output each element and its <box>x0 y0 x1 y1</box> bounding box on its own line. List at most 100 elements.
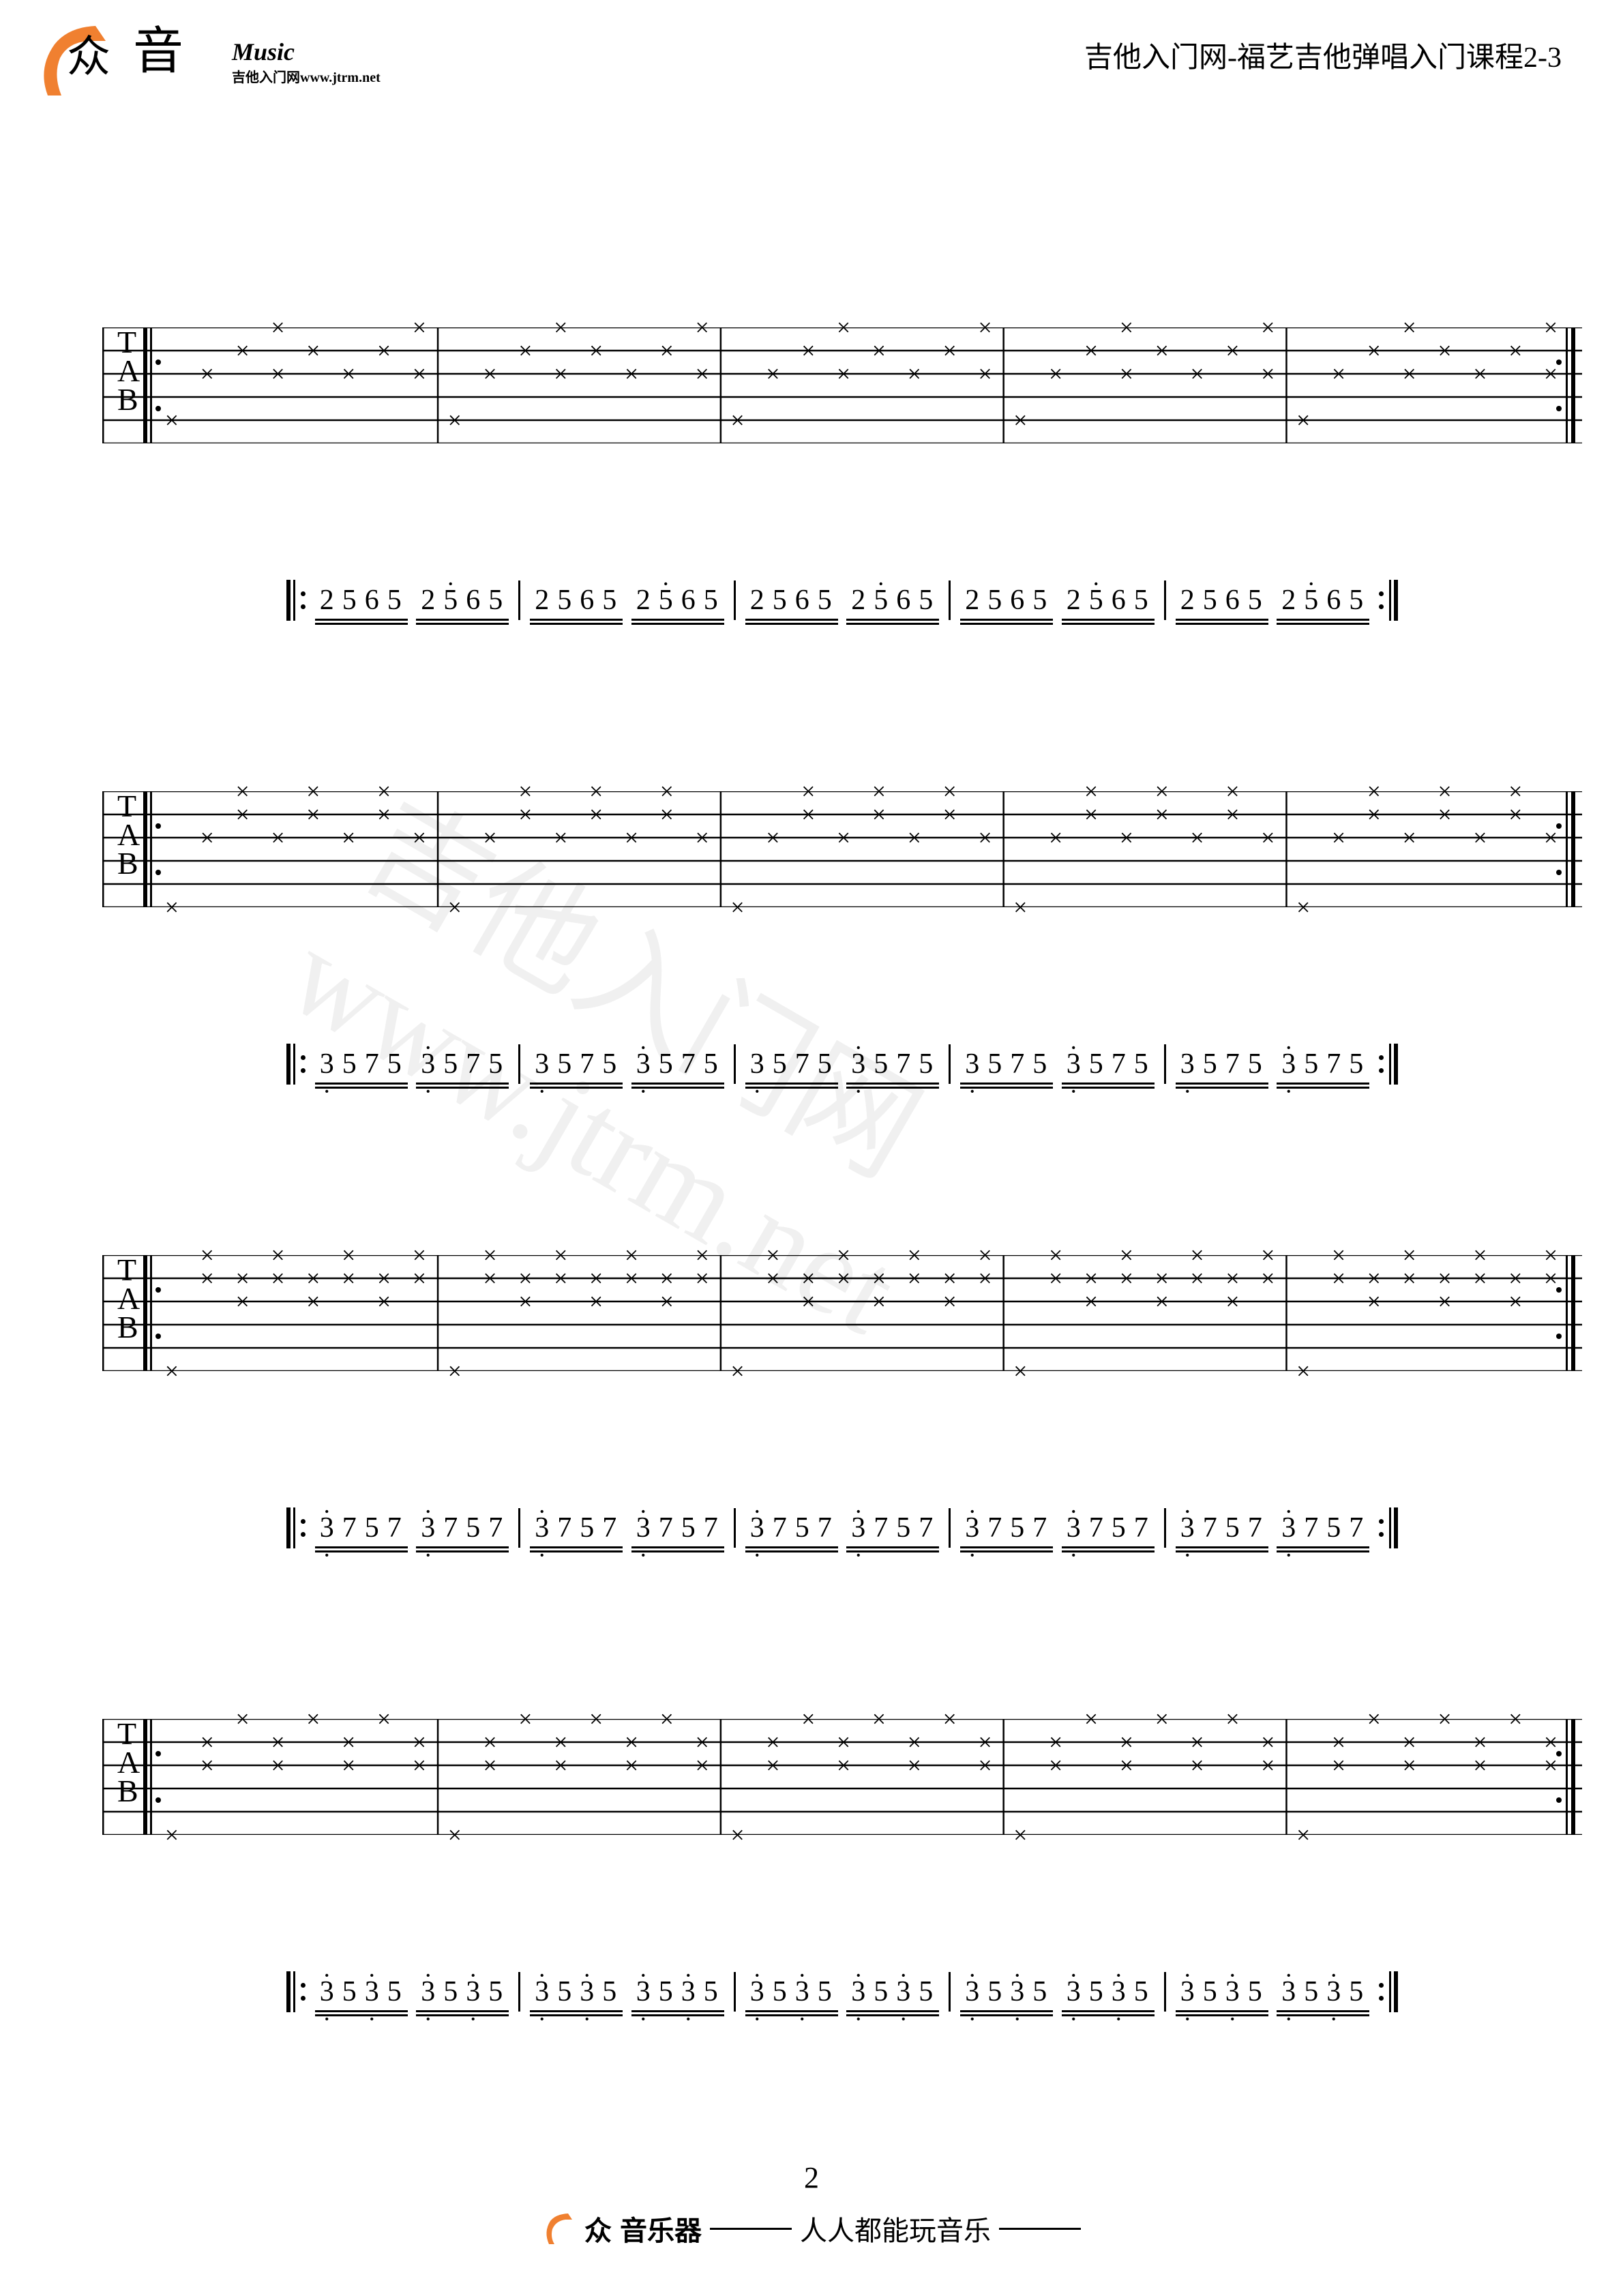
footer-brand-text: 音乐器 <box>620 2209 702 2248</box>
numeric-note: 5 <box>576 1512 599 1544</box>
page-title: 吉他入门网-福艺吉他弹唱入门课程2-3 <box>1084 34 1562 76</box>
numeric-bar: 2565 2565 <box>1176 584 1370 617</box>
tab-row: ××××××××××××××××××××××××××××××××××××××××… <box>102 791 1582 907</box>
numeric-beam-group: 3575 <box>960 1048 1053 1080</box>
numeric-note: 5 <box>554 1976 576 2007</box>
numeric-note: 5 <box>870 1048 893 1080</box>
numeric-bar: 3535 3535 <box>315 1975 509 2008</box>
numeric-note: 7 <box>599 1512 621 1544</box>
numeric-note: 5 <box>655 585 678 616</box>
numeric-note: 5 <box>485 1976 507 2007</box>
numeric-note: 3 <box>678 1976 700 2007</box>
staff-block: ××××××××××××××××××××××××××××××××××××××××… <box>102 327 1582 621</box>
numeric-note: 5 <box>1131 1976 1153 2007</box>
numeric-note: 6 <box>1323 585 1345 616</box>
numeric-bar: 2565 2565 <box>530 584 724 617</box>
numeric-note: 5 <box>814 1976 837 2007</box>
page-footer: 2 众 音乐器 人人都能玩音乐 <box>0 2160 1623 2248</box>
numeric-beam-group: 3535 <box>530 1975 623 2008</box>
numeric-note: 7 <box>678 1048 700 1080</box>
numeric-note: 6 <box>576 585 599 616</box>
numeric-note: 5 <box>1345 1976 1368 2007</box>
numeric-beam-group: 2565 <box>530 584 623 617</box>
numeric-note: 7 <box>1086 1512 1108 1544</box>
staff-block: ××××××××××××××××××××××××××××××××××××××××… <box>102 1255 1582 1548</box>
numeric-note: 5 <box>915 585 938 616</box>
numeric-beam-group: 2565 <box>1277 584 1369 617</box>
numeric-note: 3 <box>962 1976 984 2007</box>
numeric-barline <box>518 1508 520 1548</box>
numeric-note: 5 <box>485 1048 507 1080</box>
numeric-note: 5 <box>1131 585 1153 616</box>
numeric-note: 3 <box>361 1976 384 2007</box>
numeric-note: 3 <box>1278 1048 1300 1080</box>
numeric-note: 5 <box>554 1048 576 1080</box>
numeric-note: 5 <box>769 1976 792 2007</box>
numeric-note: 3 <box>417 1048 440 1080</box>
numeric-beam-group: 3575 <box>631 1048 724 1080</box>
numeric-beam-group: 2565 <box>1176 584 1268 617</box>
numeric-note: 3 <box>316 1048 339 1080</box>
numeric-note: 5 <box>814 1048 837 1080</box>
numeric-beam-group: 3575 <box>846 1048 939 1080</box>
numeric-note: 3 <box>531 1512 554 1544</box>
numeric-beam-group: 3757 <box>315 1512 408 1544</box>
numeric-note: 5 <box>1245 1048 1267 1080</box>
numeric-barline <box>734 1044 736 1084</box>
numeric-note: 3 <box>747 1976 769 2007</box>
numeric-notation-row: 2565 25652565 25652565 25652565 25652565… <box>102 580 1582 621</box>
numeric-note: 5 <box>1108 1512 1131 1544</box>
numeric-note: 5 <box>1007 1512 1029 1544</box>
numeric-note: 7 <box>1222 1048 1245 1080</box>
numeric-barline <box>734 580 736 620</box>
tab-row: ××××××××××××××××××××××××××××××××××××××××… <box>102 1719 1582 1835</box>
numeric-note: 2 <box>962 585 984 616</box>
numeric-note: 5 <box>915 1976 938 2007</box>
numeric-note: 5 <box>1245 585 1267 616</box>
numeric-bar: 3535 3535 <box>530 1975 724 2008</box>
numeric-note: 7 <box>485 1512 507 1544</box>
numeric-note: 3 <box>848 1976 870 2007</box>
numeric-bar: 3575 3575 <box>960 1048 1155 1080</box>
numeric-note: 7 <box>1345 1512 1368 1544</box>
numeric-note: 2 <box>1177 585 1200 616</box>
numeric-beam-group: 3575 <box>745 1048 838 1080</box>
footer-divider <box>999 2228 1081 2230</box>
tab-clef-label: TAB <box>117 1715 140 1801</box>
numeric-note: 5 <box>440 585 462 616</box>
numeric-notation-row: 3575 35753575 35753575 35753575 35753575… <box>102 1044 1582 1085</box>
numeric-beam-group: 2565 <box>315 584 408 617</box>
numeric-note: 5 <box>599 1976 621 2007</box>
numeric-note: 3 <box>1177 1512 1200 1544</box>
footer-slogan: 人人都能玩音乐 <box>800 2209 991 2248</box>
numeric-note: 3 <box>1063 1512 1086 1544</box>
numeric-note: 2 <box>417 585 440 616</box>
numeric-barline <box>1164 580 1166 620</box>
numeric-beam-group: 3575 <box>530 1048 623 1080</box>
tab-staff-lines <box>102 1719 1582 1835</box>
numeric-beam-group: 3535 <box>1176 1975 1268 2008</box>
numeric-note: 5 <box>1300 1048 1323 1080</box>
page-number: 2 <box>0 2160 1623 2195</box>
repeat-end-sign <box>1375 1044 1399 1085</box>
numeric-note: 7 <box>1108 1048 1131 1080</box>
numeric-bar: 2565 2565 <box>745 584 940 617</box>
numeric-note: 6 <box>462 585 485 616</box>
tab-staff-lines <box>102 327 1582 443</box>
staff-block: ××××××××××××××××××××××××××××××××××××××××… <box>102 1719 1582 2012</box>
numeric-note: 7 <box>554 1512 576 1544</box>
numeric-note: 3 <box>747 1512 769 1544</box>
numeric-note: 6 <box>1222 585 1245 616</box>
numeric-barline <box>949 1972 951 2012</box>
numeric-note: 3 <box>792 1976 814 2007</box>
numeric-note: 6 <box>792 585 814 616</box>
repeat-start-sign <box>285 1971 310 2012</box>
logo-text-group: Music 吉他入门网www.jtrm.net <box>232 38 381 86</box>
numeric-note: 5 <box>1200 585 1222 616</box>
numeric-note: 5 <box>1345 585 1368 616</box>
numeric-note: 7 <box>700 1512 723 1544</box>
numeric-note: 5 <box>915 1048 938 1080</box>
numeric-beam-group: 3757 <box>960 1512 1053 1544</box>
numeric-note: 5 <box>1200 1976 1222 2007</box>
numeric-note: 7 <box>440 1512 462 1544</box>
